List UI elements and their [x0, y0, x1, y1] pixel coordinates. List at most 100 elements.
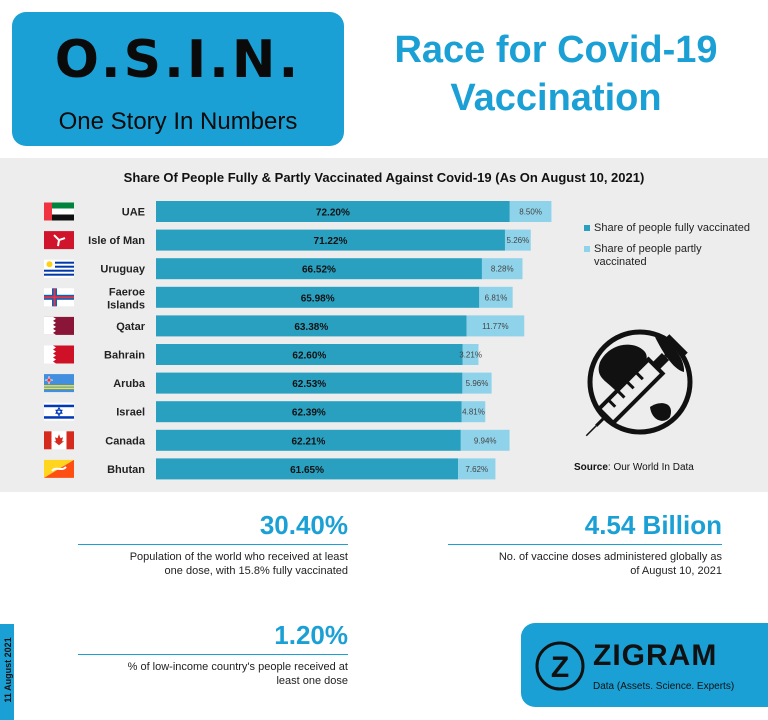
- stat-desc-line: No. of vaccine doses administered global…: [498, 551, 722, 563]
- category-label: Israel: [116, 407, 145, 419]
- bar-partly: [481, 258, 523, 280]
- bar-partly: [458, 458, 496, 480]
- bar-partly: [462, 344, 479, 365]
- bar-fully: [156, 201, 510, 222]
- stat-desc-line: of August 10, 2021: [630, 565, 722, 577]
- data-label-fully: 71.22%: [314, 236, 348, 247]
- bar-partly: [504, 229, 531, 251]
- stat-global-doses: 4.54 Billion No. of vaccine doses admini…: [448, 510, 722, 578]
- osin-tagline: One Story In Numbers: [58, 108, 298, 135]
- stat-desc-line: one dose, with 15.8% fully vaccinated: [164, 565, 348, 577]
- bhutan-flag: [44, 459, 74, 478]
- stat-desc-line: least one dose: [276, 675, 348, 687]
- bahrain-flag: [44, 345, 74, 364]
- aruba-flag: [44, 374, 74, 393]
- faeroe-islands-flag: [44, 288, 74, 307]
- israel-flag: [44, 402, 74, 421]
- category-label: Qatar: [116, 321, 145, 333]
- data-label-fully: 66.52%: [302, 265, 336, 276]
- qatar-flag: [44, 316, 74, 335]
- osin-logo-text: O.S.I.N.: [54, 30, 302, 90]
- bar-partly: [460, 429, 510, 451]
- data-label-fully: 62.53%: [292, 379, 326, 390]
- stat-divider: [78, 544, 348, 545]
- bar-fully: [156, 258, 482, 280]
- bar-partly: [509, 201, 552, 222]
- stat-divider: [78, 654, 348, 655]
- globe-syringe-icon: [585, 329, 693, 437]
- data-label-partly: 11.77%: [482, 322, 509, 331]
- bar-fully: [156, 315, 467, 337]
- bar-partly: [479, 286, 513, 308]
- bar-fully: [156, 372, 463, 394]
- source-label: Source: [574, 462, 608, 473]
- zigram-tagline: Data (Assets. Science. Experts): [593, 681, 735, 692]
- bar-fully: [156, 286, 480, 308]
- stat-desc-line: % of low-income country's people receive…: [127, 661, 348, 673]
- bar-fully: [156, 458, 459, 480]
- data-label-partly: 7.62%: [465, 465, 488, 474]
- data-label-partly: 4.81%: [462, 408, 485, 417]
- date-strip: [0, 624, 14, 720]
- isle-of-man-flag: [44, 231, 74, 250]
- data-label-partly: 8.50%: [519, 208, 542, 217]
- source-text: : Our World In Data: [607, 462, 694, 473]
- uae-flag: [44, 202, 74, 221]
- stat-divider: [448, 544, 722, 545]
- data-label-partly: 8.28%: [491, 265, 514, 274]
- data-label-fully: 62.21%: [291, 436, 325, 447]
- page-title: Race for Covid-19 Vaccination: [356, 26, 756, 122]
- legend-item-fully: Share of people fully vaccinated: [584, 222, 754, 235]
- category-label: Canada: [105, 435, 146, 447]
- data-label-fully: 65.98%: [301, 293, 335, 304]
- bar-fully: [156, 229, 505, 251]
- bar-partly: [466, 315, 525, 337]
- zigram-logo-letter: Z: [551, 651, 569, 684]
- stat-description: Population of the world who received at …: [78, 550, 348, 578]
- category-label: Uruguay: [100, 264, 146, 276]
- category-label: Bhutan: [107, 464, 145, 476]
- bar-fully: [156, 401, 462, 423]
- bar-fully: [156, 344, 463, 365]
- legend-label-fully: Share of people fully vaccinated: [594, 222, 750, 234]
- publish-date: 11 August 2021: [3, 637, 13, 703]
- stat-desc-line: Population of the world who received at …: [129, 551, 348, 563]
- zigram-brand-box: Z ZIGRAM Data (Assets. Science. Experts): [521, 623, 768, 707]
- data-label-partly: 3.21%: [459, 351, 482, 360]
- data-label-partly: 9.94%: [474, 436, 497, 445]
- chart-title: Share Of People Fully & Partly Vaccinate…: [123, 170, 645, 185]
- stat-value: 1.20%: [274, 620, 348, 650]
- data-label-fully: 61.65%: [290, 465, 324, 476]
- data-label-fully: 62.39%: [292, 408, 326, 419]
- chart-legend: Share of people fully vaccinated Share o…: [584, 222, 754, 277]
- legend-item-partly: Share of people partly vaccinated: [584, 243, 754, 269]
- data-label-partly: 5.26%: [507, 236, 530, 245]
- uruguay-flag: [44, 259, 74, 278]
- stat-world-population: 30.40% Population of the world who recei…: [78, 510, 348, 578]
- bar-partly: [461, 401, 486, 423]
- category-label: Isle of Man: [88, 235, 145, 247]
- legend-swatch-fully: [584, 225, 590, 231]
- zigram-logo-icon: Z: [535, 641, 585, 691]
- data-label-partly: 6.81%: [485, 293, 508, 302]
- zigram-name: ZIGRAM: [593, 639, 718, 672]
- bar-partly: [462, 372, 492, 394]
- page-title-line2: Vaccination: [450, 77, 662, 119]
- osin-brand-box: O.S.I.N. One Story In Numbers: [12, 12, 344, 146]
- category-label: Aruba: [113, 378, 146, 390]
- stat-description: % of low-income country's people receive…: [78, 660, 348, 688]
- data-label-fully: 72.20%: [316, 208, 350, 219]
- bar-fully: [156, 429, 461, 451]
- stat-value: 30.40%: [259, 510, 348, 540]
- category-label: Bahrain: [104, 350, 145, 362]
- stat-low-income: 1.20% % of low-income country's people r…: [78, 620, 348, 688]
- stat-description: No. of vaccine doses administered global…: [448, 550, 722, 578]
- category-label: UAE: [122, 207, 145, 219]
- legend-swatch-partly: [584, 246, 590, 252]
- canada-flag: [44, 431, 74, 450]
- page-title-line1: Race for Covid-19: [394, 29, 718, 71]
- data-label-partly: 5.96%: [466, 379, 489, 388]
- source-note: Source: Our World In Data: [574, 462, 694, 473]
- data-label-fully: 62.60%: [292, 351, 326, 362]
